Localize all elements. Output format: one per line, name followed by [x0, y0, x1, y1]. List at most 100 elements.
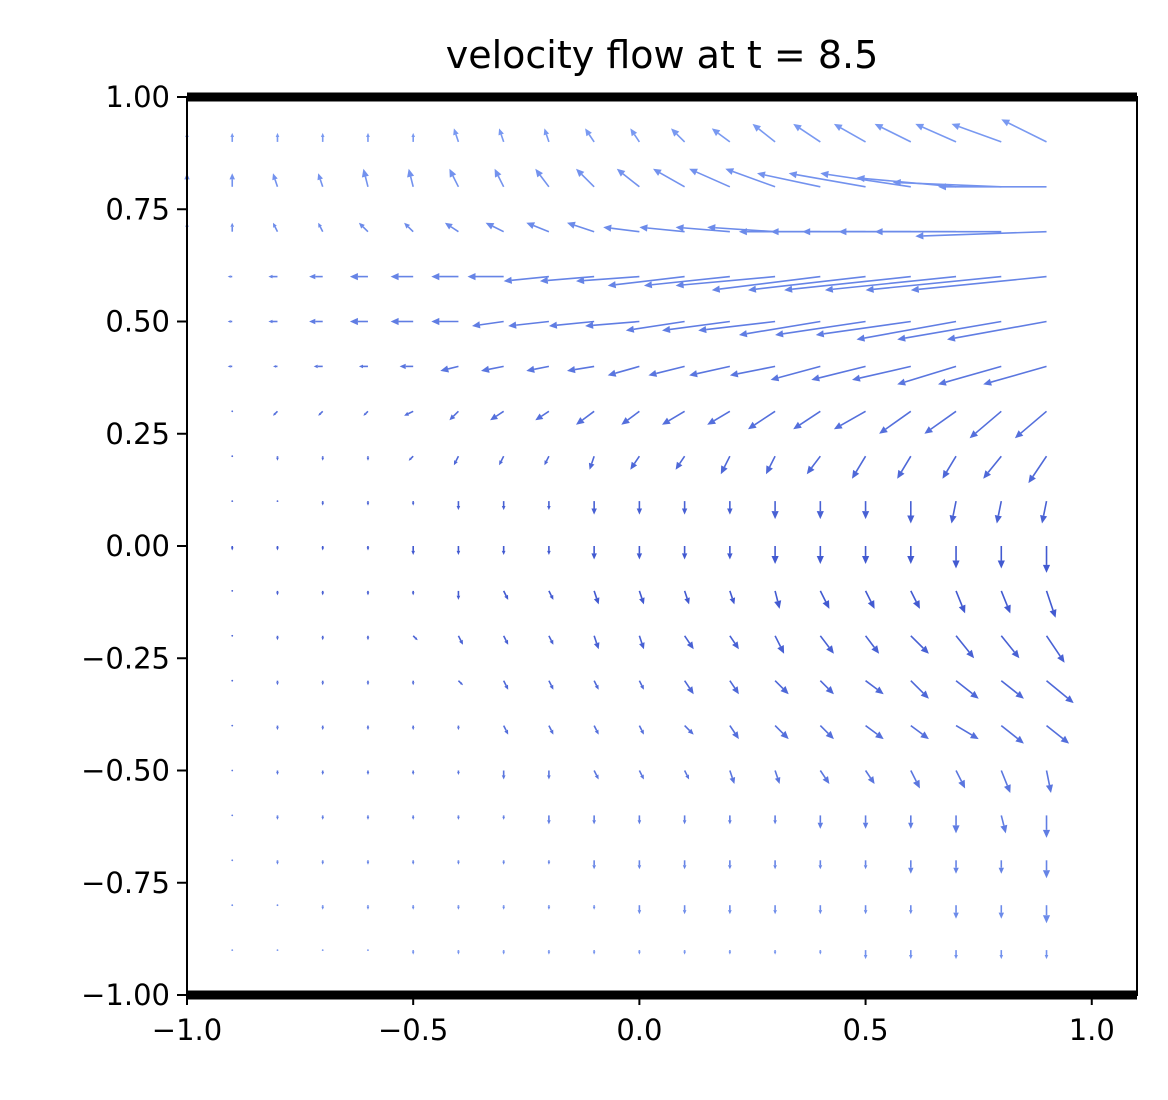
- vector-arrow: [498, 128, 505, 143]
- vector-arrow: [817, 815, 824, 829]
- vector-arrow: [231, 769, 234, 772]
- vector-arrow: [675, 275, 776, 289]
- vector-arrow: [729, 590, 736, 605]
- vector-arrow: [625, 320, 685, 333]
- vector-arrow: [231, 724, 234, 727]
- vector-arrow: [818, 905, 823, 915]
- vector-arrow: [1042, 815, 1051, 838]
- vector-arrow: [585, 128, 595, 143]
- vector-arrow: [638, 725, 644, 735]
- vector-arrow: [503, 275, 549, 284]
- vector-arrow: [276, 770, 279, 775]
- vector-arrow: [638, 680, 644, 690]
- vector-arrow: [955, 724, 979, 740]
- vector-arrow: [683, 590, 690, 605]
- vector-arrow: [874, 228, 1002, 236]
- vector-arrow: [431, 273, 459, 281]
- vector-arrow: [457, 770, 460, 775]
- vector-arrow: [784, 275, 911, 293]
- vector-arrow: [997, 546, 1005, 569]
- vector-arrow: [819, 635, 834, 654]
- vector-arrow: [908, 860, 914, 874]
- vector-arrow: [1046, 724, 1070, 744]
- vector-arrow: [1000, 680, 1024, 699]
- vector-arrow: [390, 317, 414, 326]
- vector-arrow: [862, 501, 870, 520]
- vector-arrow: [431, 317, 459, 326]
- vector-arrow: [231, 814, 234, 817]
- vector-arrow: [907, 546, 915, 564]
- vector-arrow: [276, 860, 279, 865]
- vector-arrow: [969, 410, 1002, 439]
- vector-arrow: [863, 905, 868, 915]
- vector-arrow: [643, 275, 730, 289]
- vector-arrow: [502, 680, 509, 690]
- vector-arrow: [411, 132, 415, 142]
- vector-arrow: [502, 905, 505, 910]
- vector-arrow: [729, 365, 776, 378]
- vector-arrow: [457, 860, 460, 865]
- vector-arrow: [607, 365, 640, 377]
- vector-arrow: [1045, 770, 1053, 793]
- vector-arrow: [411, 590, 415, 596]
- vector-arrow: [811, 365, 866, 382]
- vector-arrow: [1045, 635, 1065, 663]
- vector-arrow: [819, 725, 834, 740]
- vector-arrow: [1001, 119, 1047, 143]
- vector-arrow: [411, 815, 415, 820]
- vector-arrow: [485, 222, 505, 233]
- vector-arrow: [275, 132, 280, 142]
- vector-arrow: [910, 275, 1047, 293]
- vector-arrow: [548, 680, 554, 690]
- vector-arrow: [268, 319, 278, 324]
- vector-arrow: [806, 455, 821, 475]
- vector-arrow: [411, 725, 415, 731]
- vector-arrow: [774, 635, 785, 654]
- vector-arrow: [457, 815, 460, 820]
- vector-arrow: [231, 904, 234, 907]
- vector-arrow: [276, 815, 279, 820]
- x-tick-label: 1.0: [1069, 1013, 1115, 1047]
- vector-arrow: [547, 546, 551, 555]
- vector-arrow: [727, 546, 733, 560]
- vector-arrow: [675, 455, 686, 470]
- vector-arrow: [638, 590, 645, 605]
- vector-arrow: [907, 501, 915, 524]
- vector-arrow: [910, 680, 929, 699]
- vector-arrow: [1042, 860, 1051, 879]
- vector-arrow: [852, 365, 911, 382]
- vector-arrow: [227, 365, 233, 368]
- vector-arrow: [998, 860, 1004, 874]
- vector-arrow: [593, 680, 599, 690]
- vector-arrow: [499, 455, 505, 466]
- vector-arrow: [268, 274, 278, 279]
- vector-arrow: [543, 128, 550, 143]
- vector-arrow: [273, 365, 278, 368]
- vector-arrow: [816, 501, 824, 520]
- x-axis: −1.0 −0.5 0.0 0.5 1.0: [152, 995, 1115, 1047]
- vector-arrow: [833, 410, 866, 430]
- vector-arrow: [576, 275, 640, 285]
- vector-arrow: [502, 725, 509, 735]
- vector-arrow: [603, 224, 640, 233]
- vector-arrow: [864, 590, 875, 609]
- vector-arrow: [621, 410, 640, 425]
- vector-arrow: [231, 410, 234, 413]
- vector-arrow: [637, 815, 642, 825]
- vector-arrow: [526, 365, 550, 373]
- vector-arrow: [1000, 590, 1011, 614]
- vector-arrow: [662, 320, 730, 333]
- vector-arrow: [411, 950, 415, 955]
- vector-arrow: [684, 725, 694, 735]
- vector-arrow: [639, 224, 685, 233]
- vector-arrow: [630, 455, 641, 470]
- vector-arrow: [585, 320, 640, 329]
- vector-arrow: [366, 501, 370, 506]
- vector-arrow: [276, 590, 279, 596]
- vector-arrow: [349, 273, 368, 281]
- vector-arrow: [953, 860, 959, 874]
- vector-arrow: [320, 132, 325, 142]
- vector-arrow: [412, 635, 418, 641]
- vector-arrow: [453, 128, 460, 143]
- vector-arrow: [616, 168, 640, 188]
